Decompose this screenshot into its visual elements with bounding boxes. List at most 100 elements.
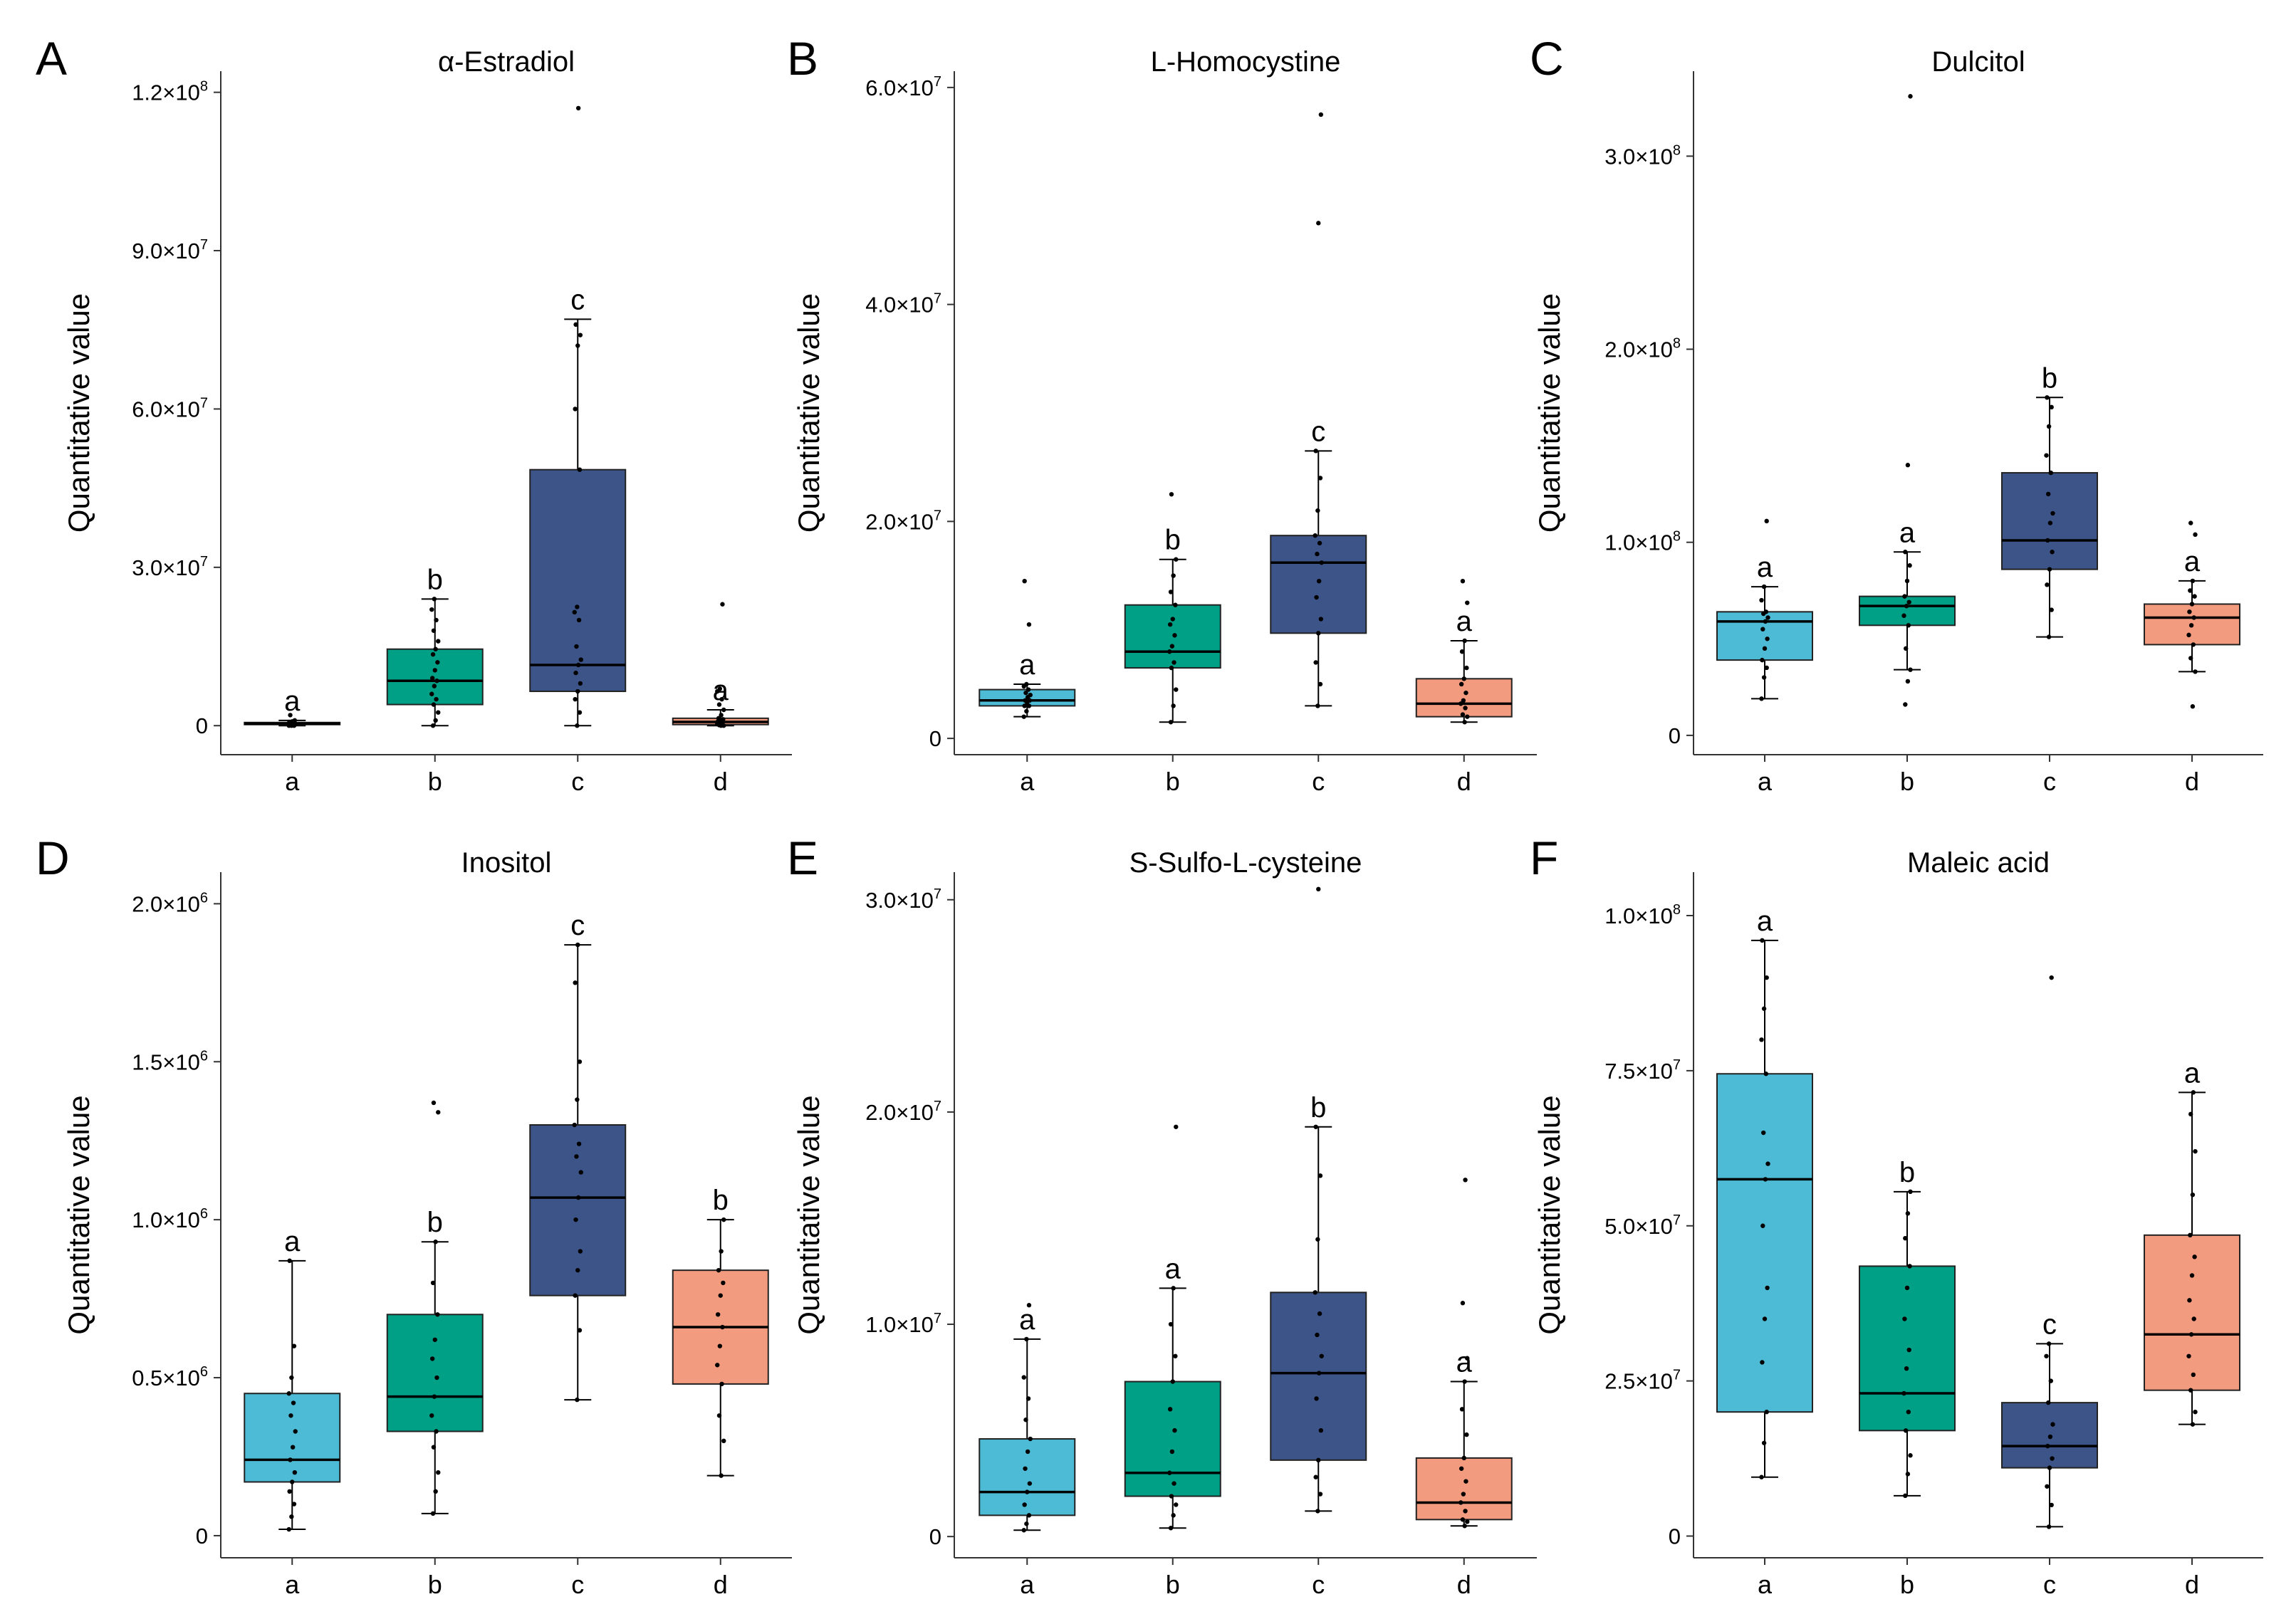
data-point bbox=[2049, 975, 2054, 980]
y-tick-label: 3.0×108 bbox=[1604, 142, 1681, 169]
data-point bbox=[1168, 720, 1174, 725]
iqr-box bbox=[1859, 595, 1956, 627]
data-point bbox=[2190, 1422, 2196, 1427]
y-tick-label: 5.0×107 bbox=[1604, 1212, 1681, 1239]
data-point bbox=[2050, 1456, 2055, 1461]
y-tick-label: 1.2×108 bbox=[132, 79, 208, 105]
data-point bbox=[291, 1343, 297, 1348]
data-point bbox=[2189, 602, 2195, 607]
data-point bbox=[575, 604, 580, 609]
significance-letter: c bbox=[2042, 1309, 2057, 1340]
panel-letter: E bbox=[787, 832, 818, 884]
data-point bbox=[1172, 1481, 1176, 1486]
significance-letter: c bbox=[1311, 416, 1325, 447]
data-point bbox=[2046, 424, 2052, 429]
data-point bbox=[2046, 634, 2052, 639]
data-point bbox=[1759, 1037, 1764, 1042]
data-point bbox=[429, 676, 435, 681]
data-point bbox=[577, 467, 583, 472]
data-point bbox=[1904, 1428, 1909, 1433]
data-point bbox=[2191, 1372, 2196, 1378]
data-point bbox=[434, 696, 439, 702]
data-point bbox=[1460, 578, 1466, 584]
data-point bbox=[1908, 94, 1913, 99]
data-point bbox=[1316, 1457, 1321, 1463]
x-tick-label: d bbox=[1457, 1570, 1471, 1599]
data-point bbox=[1026, 1303, 1032, 1308]
data-point bbox=[2046, 1524, 2052, 1529]
data-point bbox=[1463, 1509, 1468, 1514]
y-tick-label: 1.0×108 bbox=[1604, 902, 1681, 928]
data-point bbox=[2193, 669, 2198, 674]
data-point bbox=[1462, 1379, 1467, 1384]
iqr-box bbox=[1270, 1291, 1367, 1461]
data-point bbox=[432, 668, 437, 673]
significance-letter: b bbox=[427, 564, 443, 595]
data-point bbox=[1024, 1521, 1029, 1526]
data-point bbox=[291, 1400, 296, 1405]
y-tick-label: 2.0×108 bbox=[1604, 336, 1681, 362]
x-tick-label: c bbox=[1312, 1570, 1325, 1599]
panel-d: D Inositol Quantitative value 0 0.5×106 1.0×1… bbox=[36, 832, 792, 1599]
data-point bbox=[1760, 627, 1765, 632]
data-point bbox=[2193, 1148, 2198, 1154]
significance-letter: a bbox=[1899, 517, 1916, 548]
iqr-box bbox=[1270, 535, 1367, 634]
data-point bbox=[721, 1217, 726, 1222]
box-c: cc bbox=[529, 105, 627, 796]
data-point bbox=[2192, 594, 2197, 599]
data-point bbox=[1171, 1286, 1176, 1291]
data-point bbox=[1167, 1470, 1172, 1475]
data-point bbox=[578, 681, 583, 686]
x-tick-label: c bbox=[571, 767, 584, 796]
data-point bbox=[719, 696, 724, 702]
iqr-box bbox=[529, 468, 627, 693]
data-point bbox=[717, 1343, 723, 1348]
data-point bbox=[577, 1059, 583, 1064]
data-point bbox=[575, 1097, 580, 1102]
iqr-box bbox=[1716, 611, 1813, 661]
data-point bbox=[2188, 1111, 2193, 1117]
panel-letter: A bbox=[36, 32, 67, 85]
y-tick-label: 0 bbox=[1669, 723, 1681, 748]
data-point bbox=[1021, 714, 1026, 719]
x-tick-label: c bbox=[1312, 767, 1325, 796]
data-point bbox=[1761, 1130, 1766, 1136]
x-tick-label: c bbox=[2043, 1570, 2056, 1599]
data-point bbox=[2188, 1332, 2194, 1337]
significance-letter: a bbox=[2184, 546, 2201, 577]
data-point bbox=[721, 1280, 726, 1286]
significance-letter: a bbox=[284, 686, 301, 717]
data-point bbox=[2048, 470, 2053, 476]
data-point bbox=[1173, 1353, 1178, 1358]
data-point bbox=[1760, 657, 1765, 663]
data-point bbox=[1315, 1237, 1320, 1242]
significance-letter: b bbox=[427, 1207, 443, 1238]
data-point bbox=[2188, 623, 2194, 628]
data-point bbox=[1313, 449, 1318, 454]
data-point bbox=[719, 713, 724, 718]
data-point bbox=[719, 1249, 724, 1254]
y-axis-label: Quantitative value bbox=[62, 293, 95, 533]
data-point bbox=[573, 322, 578, 328]
data-point bbox=[2190, 578, 2196, 584]
data-point bbox=[1905, 463, 1911, 468]
data-point bbox=[1172, 633, 1177, 638]
data-point bbox=[432, 1394, 437, 1399]
data-point bbox=[2186, 1353, 2191, 1358]
data-point bbox=[1024, 708, 1029, 714]
data-point bbox=[577, 1328, 583, 1333]
data-point bbox=[2044, 1353, 2049, 1358]
data-point bbox=[1764, 975, 1769, 980]
data-point bbox=[1317, 1492, 1323, 1497]
data-point bbox=[1902, 1316, 1907, 1321]
data-point bbox=[1313, 660, 1318, 665]
data-point bbox=[429, 691, 434, 696]
data-point bbox=[2187, 1298, 2192, 1303]
data-point bbox=[1903, 1493, 1908, 1499]
data-point bbox=[1315, 1509, 1320, 1514]
x-tick-label: d bbox=[714, 1570, 728, 1599]
data-point bbox=[2045, 1484, 2050, 1489]
data-point bbox=[572, 1122, 577, 1128]
y-tick-label: 2.0×107 bbox=[865, 508, 941, 534]
